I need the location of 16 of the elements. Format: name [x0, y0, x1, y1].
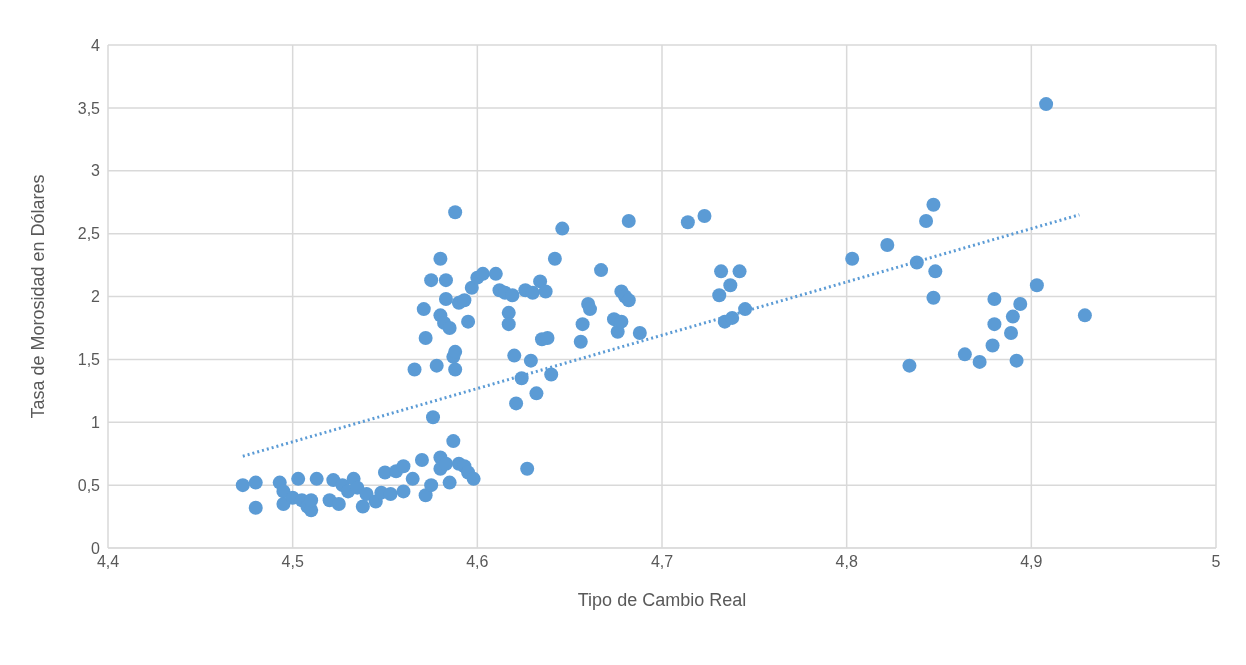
y-tick-label: 2,5 [77, 225, 101, 243]
y-tick-label: 2 [91, 288, 101, 306]
y-tick-label: 1 [91, 413, 101, 431]
x-tick-label: 5 [1211, 553, 1221, 571]
y-tick-label: 3,5 [77, 99, 101, 117]
y-axis-title: Tasa de Morosidad en Dólares [28, 174, 49, 419]
x-tick-label: 4,5 [281, 553, 304, 571]
x-tick-label: 4,6 [466, 553, 489, 571]
x-tick-label: 4,9 [1020, 553, 1043, 571]
y-tick-label: 4 [91, 36, 101, 54]
y-tick-label: 3 [91, 162, 101, 180]
x-axis-title: Tipo de Cambio Real [577, 590, 747, 610]
y-tick-label: 0,5 [77, 476, 101, 494]
y-tick-label: 1,5 [77, 351, 101, 369]
x-tick-label: 4,7 [650, 553, 674, 571]
x-tick-label: 4,8 [835, 553, 858, 571]
